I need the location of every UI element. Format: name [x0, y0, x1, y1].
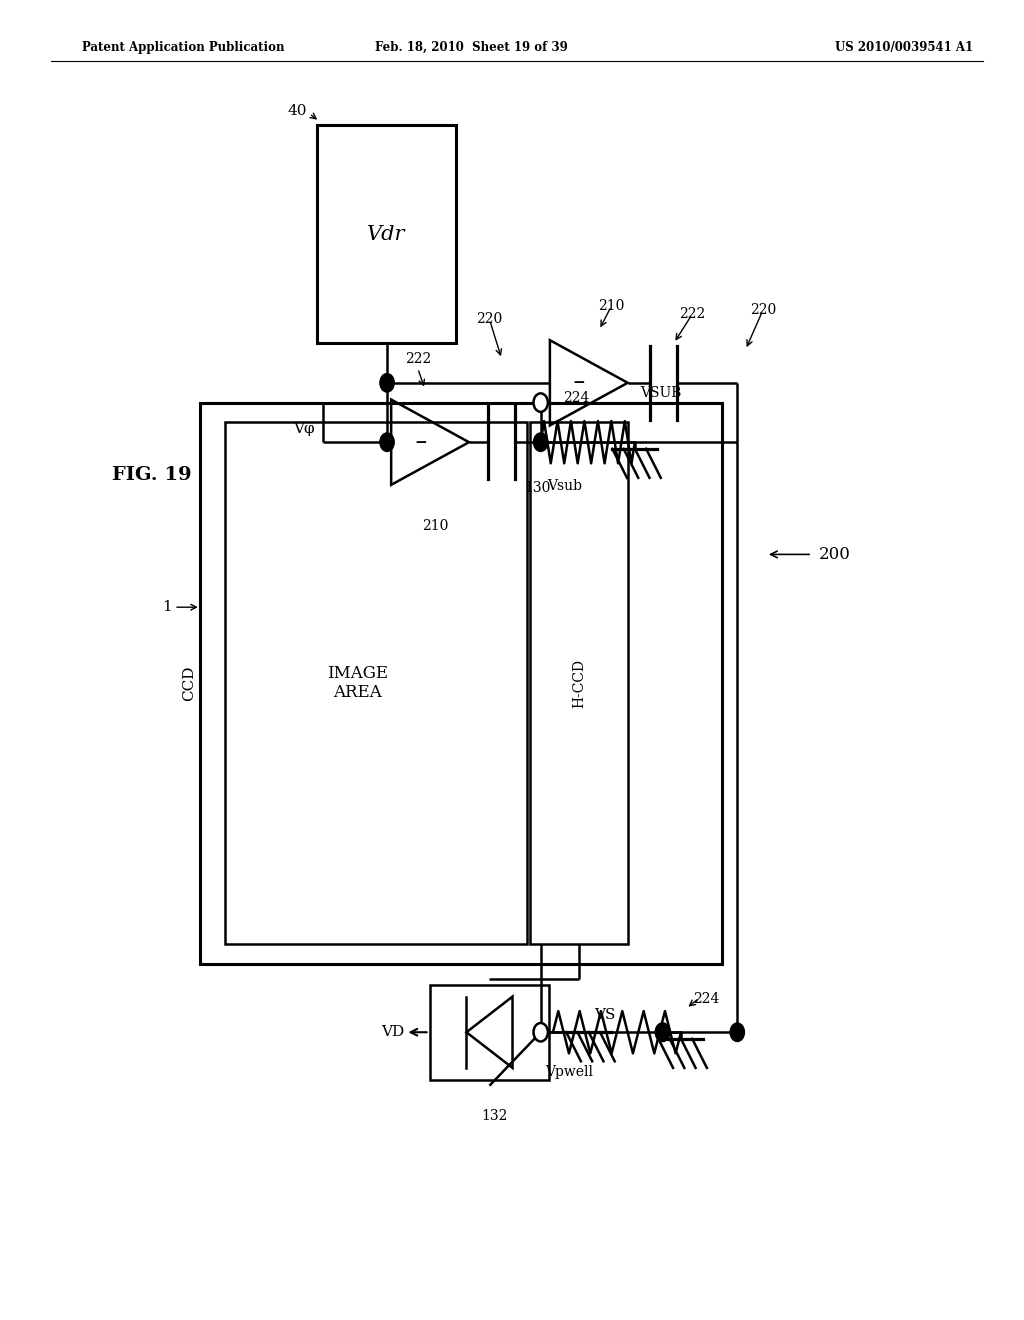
Text: CCD: CCD — [182, 665, 197, 701]
Text: Vsub: Vsub — [547, 479, 582, 494]
Text: VS: VS — [594, 1007, 615, 1022]
Text: Patent Application Publication: Patent Application Publication — [82, 41, 285, 54]
Text: 210: 210 — [422, 519, 449, 533]
Text: 222: 222 — [679, 308, 706, 321]
Bar — [200, 403, 722, 964]
Text: 224: 224 — [563, 391, 590, 405]
Text: US 2010/0039541 A1: US 2010/0039541 A1 — [835, 41, 973, 54]
Text: Vφ: Vφ — [293, 421, 314, 436]
Bar — [317, 125, 456, 343]
Circle shape — [380, 374, 394, 392]
Circle shape — [655, 1023, 670, 1041]
Text: 222: 222 — [404, 351, 431, 366]
Text: VD: VD — [381, 1026, 404, 1039]
Text: 132: 132 — [481, 1109, 508, 1123]
Text: 210: 210 — [598, 300, 625, 313]
Text: FIG. 19: FIG. 19 — [112, 466, 191, 484]
Text: 40: 40 — [288, 104, 307, 117]
Text: Feb. 18, 2010  Sheet 19 of 39: Feb. 18, 2010 Sheet 19 of 39 — [375, 41, 567, 54]
Text: −: − — [572, 375, 586, 391]
Text: −: − — [414, 434, 427, 450]
Circle shape — [655, 1023, 670, 1041]
Text: 220: 220 — [750, 304, 776, 317]
Text: Vdr: Vdr — [368, 224, 406, 244]
Circle shape — [380, 433, 394, 451]
Text: Vpwell: Vpwell — [545, 1065, 593, 1080]
Bar — [225, 422, 527, 944]
Bar — [530, 422, 628, 944]
Text: 130: 130 — [524, 482, 551, 495]
Text: 200: 200 — [819, 546, 851, 562]
Text: VSUB: VSUB — [640, 385, 681, 400]
Text: 1: 1 — [162, 601, 172, 614]
Circle shape — [534, 433, 548, 451]
Bar — [430, 985, 549, 1080]
Text: IMAGE
AREA: IMAGE AREA — [328, 665, 388, 701]
Circle shape — [534, 393, 548, 412]
Text: 224: 224 — [693, 991, 720, 1006]
Text: H-CCD: H-CCD — [572, 659, 586, 708]
Text: 220: 220 — [476, 313, 503, 326]
Circle shape — [730, 1023, 744, 1041]
Circle shape — [534, 1023, 548, 1041]
